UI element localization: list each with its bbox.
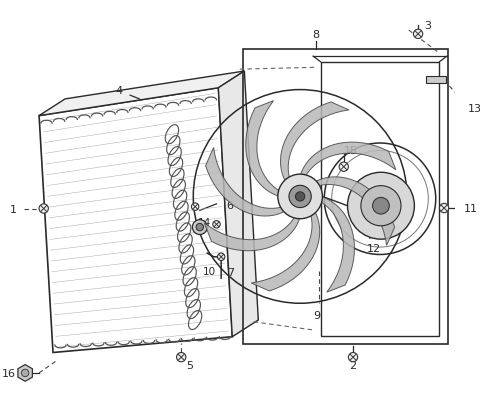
- Text: 9: 9: [313, 311, 320, 320]
- Polygon shape: [39, 72, 244, 116]
- Text: 7: 7: [227, 267, 234, 277]
- Text: 8: 8: [312, 30, 320, 40]
- Text: 10: 10: [203, 266, 216, 276]
- Circle shape: [339, 163, 348, 172]
- Polygon shape: [280, 102, 349, 183]
- Text: 14: 14: [198, 218, 211, 228]
- Circle shape: [289, 186, 311, 208]
- Circle shape: [296, 192, 305, 202]
- Polygon shape: [251, 211, 320, 291]
- Circle shape: [192, 203, 199, 211]
- Polygon shape: [320, 197, 354, 292]
- Circle shape: [348, 173, 414, 240]
- Text: 12: 12: [366, 244, 381, 254]
- Polygon shape: [205, 148, 286, 217]
- Circle shape: [177, 353, 186, 362]
- Circle shape: [196, 224, 204, 231]
- Circle shape: [192, 220, 207, 235]
- Text: 13: 13: [468, 104, 480, 114]
- Text: 5: 5: [186, 360, 193, 370]
- Text: 16: 16: [1, 368, 15, 378]
- Polygon shape: [218, 72, 258, 337]
- Circle shape: [278, 175, 323, 219]
- Text: 6: 6: [226, 200, 233, 210]
- Text: 3: 3: [424, 21, 431, 30]
- Polygon shape: [300, 143, 396, 177]
- Text: 2: 2: [349, 360, 357, 370]
- Circle shape: [413, 30, 423, 39]
- Circle shape: [348, 353, 358, 362]
- Bar: [426, 77, 446, 84]
- Circle shape: [361, 186, 401, 226]
- Bar: [321, 62, 440, 336]
- Circle shape: [213, 221, 220, 228]
- Text: 1: 1: [10, 204, 17, 214]
- Polygon shape: [204, 217, 300, 251]
- Bar: [243, 49, 448, 344]
- Polygon shape: [18, 364, 32, 382]
- Text: 4: 4: [115, 85, 122, 95]
- Polygon shape: [314, 177, 395, 246]
- Polygon shape: [246, 101, 280, 197]
- Circle shape: [39, 205, 48, 213]
- Circle shape: [217, 254, 225, 261]
- Text: 11: 11: [464, 204, 478, 213]
- Text: 15: 15: [344, 146, 358, 156]
- Circle shape: [372, 198, 389, 215]
- Circle shape: [22, 369, 29, 377]
- Circle shape: [440, 204, 449, 213]
